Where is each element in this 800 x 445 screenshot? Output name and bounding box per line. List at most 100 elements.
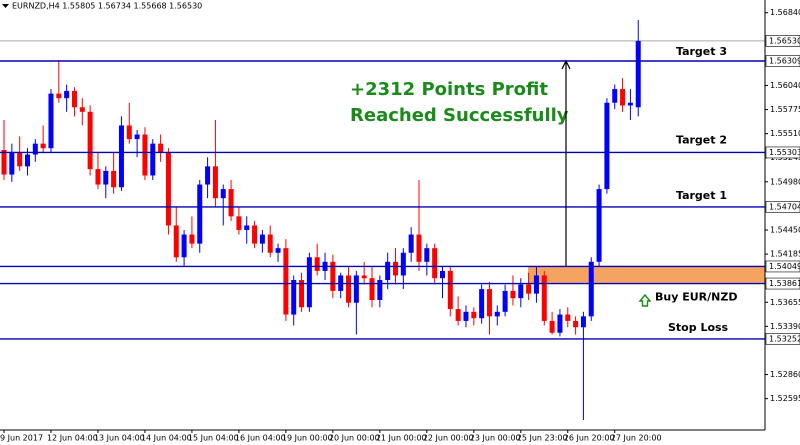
candle-body: [118, 125, 124, 188]
candle-body: [314, 257, 320, 271]
x-tick-label: 19 Jun 00:00: [282, 434, 333, 443]
candle-body: [432, 248, 438, 279]
candle-body: [573, 320, 579, 328]
candle-body: [165, 152, 171, 226]
x-tick-label: 23 Jun 00:00: [470, 434, 521, 443]
candle-body: [142, 134, 148, 176]
candle-body: [346, 275, 352, 303]
candle-body: [32, 143, 38, 155]
annotation: Reached Successfully: [350, 105, 569, 126]
candle-body: [64, 90, 70, 99]
candle-body: [103, 170, 109, 185]
current-price-label: 1.56530: [769, 36, 800, 45]
x-tick-label: 25 Jun 23:00: [517, 434, 568, 443]
x-tick-label: 20 Jun 00:00: [329, 434, 380, 443]
candle-body: [479, 289, 485, 319]
candle-body: [126, 125, 132, 140]
candle-body: [189, 234, 195, 244]
candle-body: [181, 234, 187, 258]
x-tick-label: 15 Jun 04:00: [188, 434, 239, 443]
level-price-label: 1.55303: [769, 148, 800, 157]
x-tick-label: 27 Jun 20:00: [611, 434, 662, 443]
y-tick-label: 1.54980: [770, 177, 800, 186]
candle-body: [252, 225, 258, 244]
arrow-head: [561, 59, 571, 70]
candle-body: [549, 320, 555, 333]
x-tick-label: 13 Jun 04:00: [94, 434, 145, 443]
y-tick-label: 1.56040: [770, 81, 800, 90]
buy-icon: [638, 293, 652, 307]
level-price-box: [765, 201, 800, 213]
candle-body: [541, 275, 547, 321]
level-price-box: [765, 55, 800, 67]
candle-body: [627, 102, 633, 106]
level-price-box: [765, 146, 800, 159]
candle-body: [259, 234, 265, 244]
level-price-box: [765, 333, 800, 345]
candle-body: [588, 261, 594, 317]
candle-body: [228, 189, 234, 217]
level-price-box: [765, 277, 800, 290]
candle-body: [48, 93, 54, 149]
y-tick-label: 1.52860: [770, 370, 800, 379]
candle-body: [267, 234, 273, 253]
level-label: Target 3: [676, 45, 727, 58]
candle-body: [361, 275, 367, 279]
symbol-icon: [2, 4, 9, 8]
candle-body: [518, 284, 524, 299]
x-tick-label: 26 Jun 20:00: [564, 434, 615, 443]
candle-body: [447, 270, 453, 310]
candle-body: [330, 261, 336, 291]
candle-body: [150, 143, 156, 176]
candle-body: [17, 152, 23, 167]
candle-body: [158, 143, 164, 153]
level-price-label: 1.54704: [769, 202, 800, 211]
level-label: Buy EUR/NZD: [655, 291, 737, 304]
candle-body: [283, 248, 289, 315]
candle-body: [40, 143, 46, 149]
x-tick-label: 16 Jun 04:00: [235, 434, 286, 443]
candle-body: [424, 248, 430, 262]
candle-body: [369, 278, 375, 300]
candle-body: [197, 184, 203, 244]
candle-body: [416, 234, 422, 262]
x-tick-label: 9 Jun 2017: [0, 434, 43, 443]
candle-body: [486, 289, 492, 317]
x-tick-label: 21 Jun 00:00: [376, 434, 427, 443]
x-tick-label: 14 Jun 04:00: [141, 434, 192, 443]
candle-body: [455, 309, 461, 321]
level-price-label: 1.54049: [769, 262, 800, 271]
candle-body: [526, 284, 532, 294]
candle-body: [173, 225, 179, 258]
buy-zone: [528, 266, 765, 284]
candle-body: [244, 225, 250, 230]
current-price-box: [765, 35, 800, 47]
candle-body: [580, 316, 586, 328]
candle-body: [620, 89, 626, 106]
candle-body: [596, 189, 602, 262]
candle-body: [510, 290, 516, 299]
candle-body: [385, 261, 391, 280]
candle-body: [494, 311, 500, 317]
y-tick-label: 1.54450: [770, 226, 800, 235]
y-tick-label: 1.55775: [770, 105, 800, 114]
level-label: Stop Loss: [668, 321, 729, 334]
plot-area: [0, 20, 765, 420]
candle-body: [400, 252, 406, 276]
candle-body: [408, 234, 414, 253]
level-label: Target 2: [676, 133, 727, 146]
candle-body: [9, 152, 15, 175]
y-tick-label: 1.54185: [770, 250, 800, 259]
candle-body: [612, 89, 618, 103]
level-price-label: 1.53861: [769, 279, 800, 288]
candle-body: [565, 314, 571, 321]
x-tick-label: 22 Jun 00:00: [423, 434, 474, 443]
candle-body: [56, 93, 62, 99]
level-label: Target 1: [676, 189, 727, 202]
candle-body: [604, 102, 610, 190]
candle-body: [134, 134, 140, 140]
level-price-label: 1.53252: [769, 334, 800, 343]
chart-title: EURNZD,H4 1.55805 1.56734 1.55668 1.5653…: [12, 2, 202, 11]
